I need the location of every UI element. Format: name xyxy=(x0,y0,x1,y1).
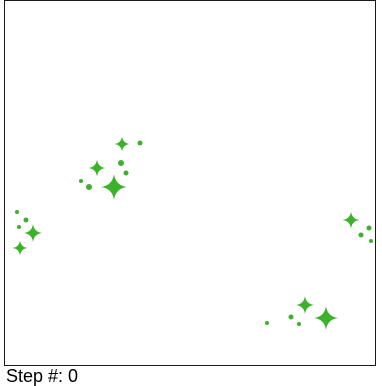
pellet-dot xyxy=(123,170,129,176)
pellet-dot xyxy=(288,314,294,320)
sparkle-icon xyxy=(114,136,130,152)
sparkle-icon xyxy=(12,240,28,256)
pellet-dot xyxy=(358,232,364,238)
sparkle-icon xyxy=(88,159,106,177)
pellet-dot xyxy=(118,160,124,166)
sparkle-icon xyxy=(24,224,42,242)
sparkle-icon xyxy=(296,296,314,314)
pellet-dot xyxy=(79,179,83,183)
pellet-dot xyxy=(265,321,269,325)
pellet-dot xyxy=(297,322,301,326)
pellet-dot xyxy=(17,225,21,229)
pellet-dot xyxy=(86,184,92,190)
game-board xyxy=(4,0,376,366)
step-counter: Step #: 0 xyxy=(6,366,79,386)
sparkle-icon xyxy=(342,211,360,229)
pellet-dot xyxy=(137,140,143,146)
pellet-dot xyxy=(369,239,373,243)
sparkle-icon xyxy=(314,306,338,330)
pellet-dot xyxy=(366,225,372,231)
pellet-dot xyxy=(23,217,29,223)
sparkle-icon xyxy=(101,174,127,200)
pellet-dot xyxy=(15,210,19,214)
